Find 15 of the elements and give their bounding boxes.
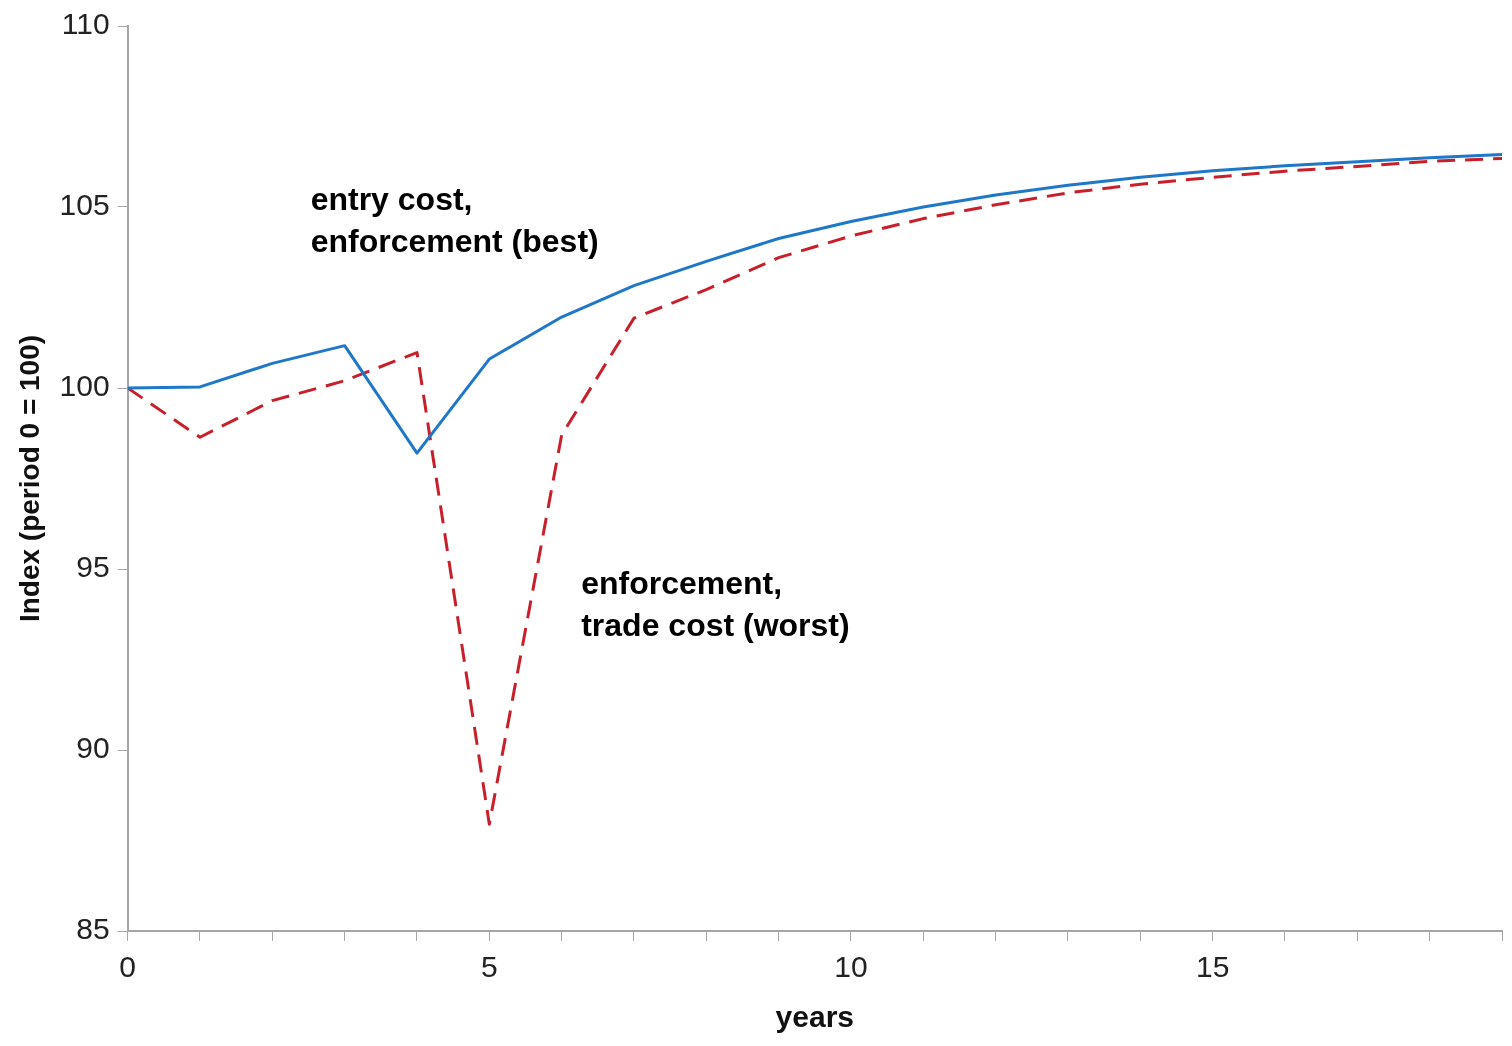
y-axis-title: Index (period 0 = 100)	[13, 334, 45, 623]
y-tick-label: 90	[76, 731, 110, 765]
series-label: entry cost, enforcement (best)	[310, 181, 599, 260]
x-axis-title: years	[775, 1000, 855, 1034]
x-tick-label: 5	[480, 950, 498, 984]
x-tick-label: 0	[119, 950, 136, 984]
y-tick-label: 105	[59, 188, 110, 222]
series-label: enforcement, trade cost (worst)	[581, 564, 850, 643]
y-tick-label: 100	[59, 369, 110, 403]
x-tick-label: 15	[1195, 950, 1230, 984]
x-tick-label: 10	[834, 950, 868, 984]
y-tick-label: 85	[76, 912, 110, 946]
line-series	[127, 156, 1502, 826]
y-tick-label: 110	[61, 7, 110, 41]
y-tick-label: 95	[76, 550, 110, 584]
